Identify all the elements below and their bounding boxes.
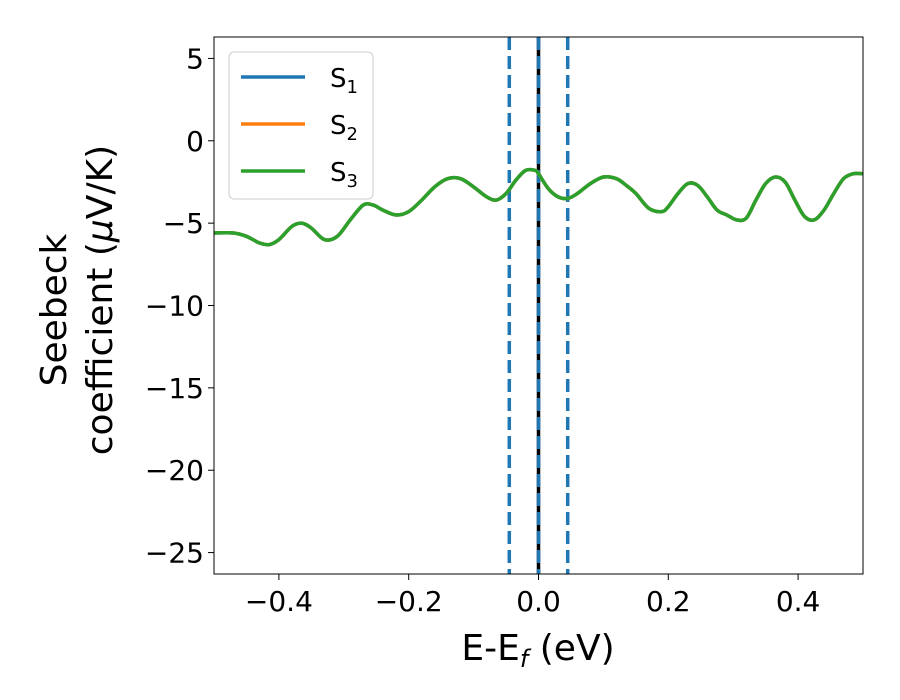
legend: S1 S2 S3: [228, 51, 374, 200]
x-tick-label: −0.4: [245, 585, 313, 618]
series-line-s3: [213, 167, 864, 247]
x-tick-label: 0.2: [646, 585, 691, 618]
y-tick-label: −15: [145, 372, 204, 405]
y-axis-ticks: 5 0 −5 −10 −15 −20 −25: [145, 42, 214, 570]
y-tick-label: −20: [145, 454, 204, 487]
legend-label-s1: S1: [330, 64, 358, 98]
vertical-reference-lines: [507, 37, 570, 574]
y-axis-title-line1: Seebeck: [34, 233, 75, 386]
y-tick-label: −25: [145, 537, 204, 570]
x-tick-label: 0.0: [516, 585, 561, 618]
y-tick-label: 0: [186, 125, 204, 158]
legend-label-s2: S2: [330, 111, 358, 145]
y-axis-title-line2: coefficient (μV/K): [80, 145, 121, 455]
x-tick-label: −0.2: [375, 585, 443, 618]
x-tick-label: 0.4: [776, 585, 821, 618]
y-tick-label: −10: [145, 290, 204, 323]
y-tick-label: 5: [186, 42, 204, 75]
legend-label-s3: S3: [330, 158, 358, 192]
y-tick-label: −5: [163, 207, 204, 240]
x-axis-ticks: −0.4 −0.2 0.0 0.2 0.4: [245, 574, 820, 618]
series-lines: [213, 167, 864, 247]
x-axis-title: E-Ef (eV): [461, 628, 614, 673]
